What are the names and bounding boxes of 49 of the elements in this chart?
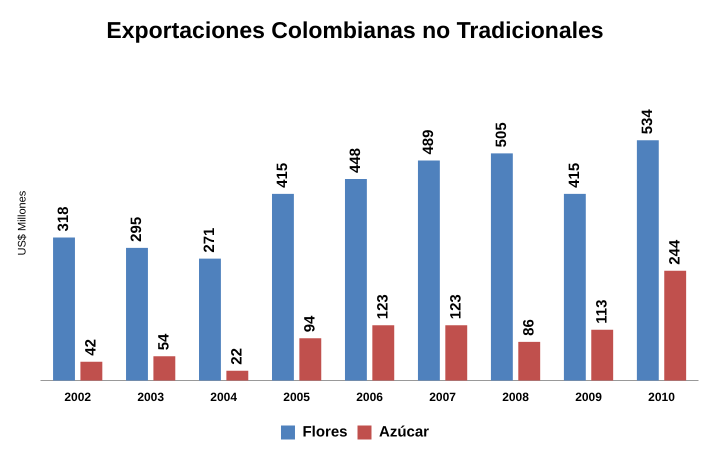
bar [372,325,394,381]
bar [199,258,221,381]
x-tick-label: 2004 [210,390,238,404]
bar [636,140,659,381]
data-label: 534 [638,108,656,134]
chart-title: Exportaciones Colombianas no Tradicionales [106,17,604,44]
x-tick-label: 2007 [429,390,456,404]
data-label: 489 [420,130,438,155]
bar [226,370,248,381]
bar [272,194,294,381]
bar [664,270,686,381]
x-tick-label: 2006 [356,390,384,404]
data-label: 42 [82,339,100,356]
data-label: 318 [55,206,72,232]
x-tick-label: 2009 [575,390,602,404]
bar [53,238,75,381]
data-label: 415 [274,162,292,188]
bar [591,330,614,381]
data-label: 94 [301,314,318,332]
data-label: 113 [593,300,610,324]
bar [564,194,586,381]
bar [153,356,176,381]
data-label: 22 [228,348,246,365]
bar [126,248,148,381]
data-label: 271 [201,228,218,253]
data-label: 244 [666,239,684,265]
data-label: 86 [520,319,538,336]
data-label: 54 [155,332,172,350]
x-tick-label: 2005 [283,390,310,404]
data-label: 295 [128,216,146,242]
legend-label: Azúcar [379,424,430,441]
y-axis-title: US$ Millones [16,190,29,256]
bar [418,160,440,381]
data-label: 123 [374,294,392,320]
x-tick-label: 2010 [648,390,676,404]
bar [344,179,367,381]
bar [518,342,540,381]
x-tick-label: 2008 [502,390,530,404]
data-label: 448 [347,148,364,173]
bar [445,325,468,381]
bar [299,338,322,381]
x-tick-label: 2003 [137,390,164,404]
bar [490,153,513,381]
bar [80,362,102,381]
data-label: 123 [447,294,464,320]
legend-label: Flores [302,424,348,441]
x-tick-label: 2002 [64,390,92,404]
data-label: 505 [493,122,510,148]
data-label: 415 [566,162,583,188]
